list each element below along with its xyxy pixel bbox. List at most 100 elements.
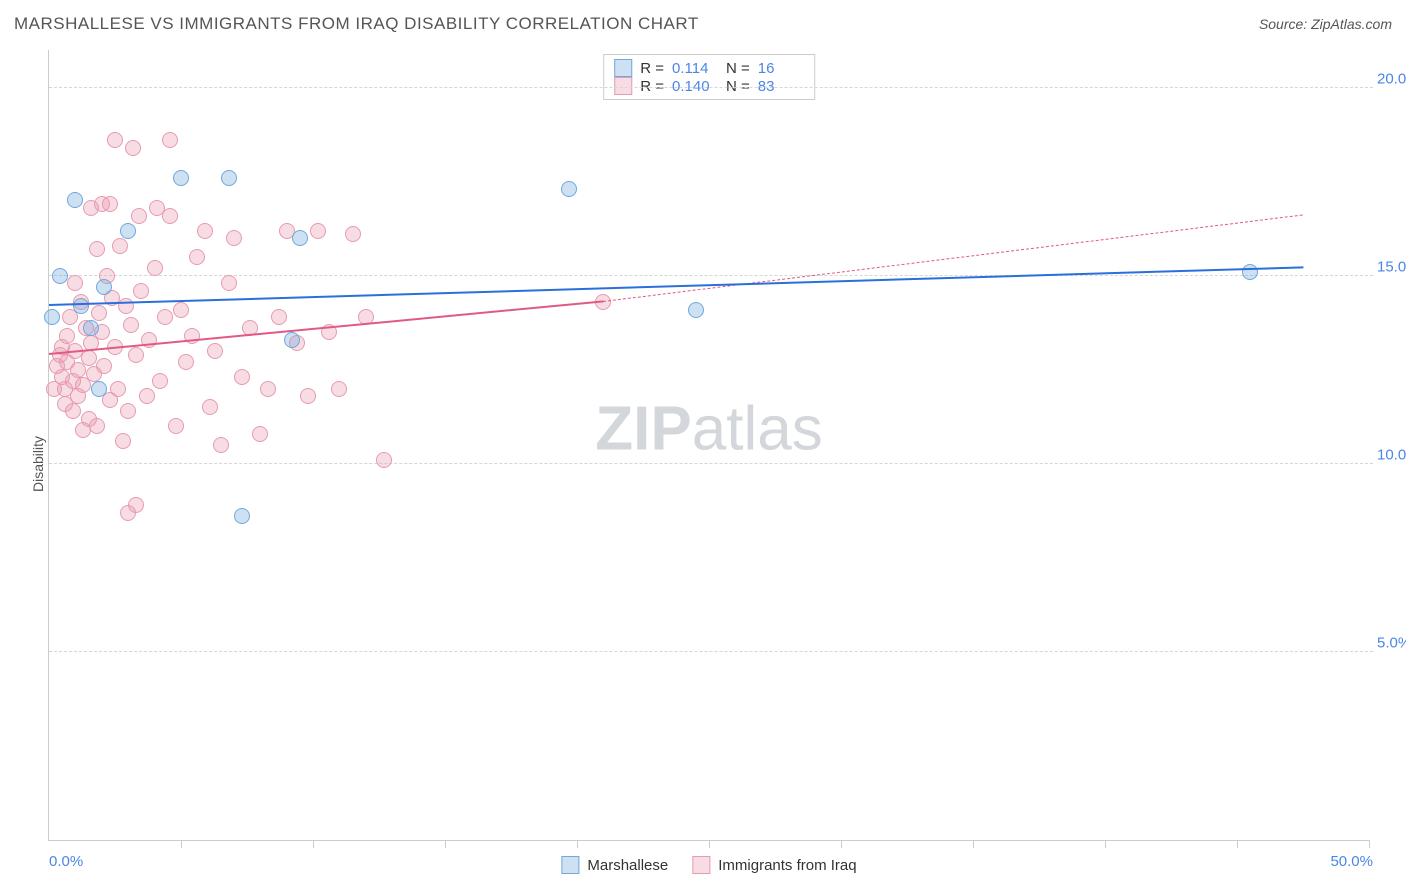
gridline — [49, 463, 1373, 464]
x-tick — [841, 840, 842, 848]
scatter-point-b — [139, 388, 155, 404]
scatter-point-b — [197, 223, 213, 239]
swatch-series-a — [561, 856, 579, 874]
y-tick-label: 5.0% — [1377, 634, 1406, 651]
scatter-point-b — [65, 403, 81, 419]
scatter-point-b — [115, 433, 131, 449]
scatter-point-a — [688, 302, 704, 318]
scatter-point-b — [125, 140, 141, 156]
x-tick — [973, 840, 974, 848]
r-label: R = — [640, 60, 664, 77]
scatter-point-b — [157, 309, 173, 325]
series-legend: Marshallese Immigrants from Iraq — [561, 856, 856, 874]
scatter-point-a — [1242, 264, 1258, 280]
legend-item-b: Immigrants from Iraq — [692, 856, 856, 874]
scatter-point-a — [44, 309, 60, 325]
scatter-point-b — [147, 260, 163, 276]
legend-label-b: Immigrants from Iraq — [718, 857, 856, 874]
scatter-point-b — [331, 381, 347, 397]
scatter-point-b — [89, 418, 105, 434]
scatter-point-b — [234, 369, 250, 385]
scatter-point-b — [221, 275, 237, 291]
scatter-point-b — [46, 381, 62, 397]
scatter-point-b — [162, 132, 178, 148]
swatch-series-a — [614, 59, 632, 77]
plot-area: ZIPatlas R = 0.114 N = 16 R = 0.140 N = … — [48, 50, 1369, 841]
chart-container: Disability ZIPatlas R = 0.114 N = 16 R =… — [14, 50, 1392, 878]
scatter-point-b — [260, 381, 276, 397]
n-value-a: 16 — [758, 60, 804, 77]
scatter-point-b — [89, 241, 105, 257]
legend-item-a: Marshallese — [561, 856, 668, 874]
scatter-point-b — [81, 350, 97, 366]
scatter-point-b — [345, 226, 361, 242]
scatter-point-a — [120, 223, 136, 239]
y-tick-label: 10.0% — [1377, 446, 1406, 463]
scatter-point-a — [173, 170, 189, 186]
scatter-point-b — [96, 358, 112, 374]
scatter-point-a — [73, 298, 89, 314]
chart-title: MARSHALLESE VS IMMIGRANTS FROM IRAQ DISA… — [14, 14, 699, 34]
y-axis-label: Disability — [30, 436, 46, 492]
gridline — [49, 651, 1373, 652]
scatter-point-b — [131, 208, 147, 224]
scatter-point-b — [91, 305, 107, 321]
scatter-point-b — [189, 249, 205, 265]
scatter-point-b — [128, 347, 144, 363]
gridline — [49, 275, 1373, 276]
scatter-point-b — [271, 309, 287, 325]
scatter-point-b — [178, 354, 194, 370]
y-tick-label: 20.0% — [1377, 70, 1406, 87]
scatter-point-a — [292, 230, 308, 246]
scatter-point-b — [107, 132, 123, 148]
scatter-point-a — [52, 268, 68, 284]
trendline-b-extrapolated — [603, 215, 1303, 303]
scatter-point-b — [168, 418, 184, 434]
scatter-point-b — [59, 328, 75, 344]
scatter-point-b — [173, 302, 189, 318]
x-tick — [577, 840, 578, 848]
scatter-point-a — [284, 332, 300, 348]
trendline-a — [49, 266, 1303, 306]
scatter-point-a — [96, 279, 112, 295]
scatter-point-b — [118, 298, 134, 314]
source-label: Source: ZipAtlas.com — [1259, 16, 1392, 32]
scatter-point-b — [112, 238, 128, 254]
scatter-point-b — [202, 399, 218, 415]
r-value-a: 0.114 — [672, 60, 718, 77]
scatter-point-a — [561, 181, 577, 197]
gridline — [49, 87, 1373, 88]
swatch-series-b — [692, 856, 710, 874]
x-tick — [181, 840, 182, 848]
watermark-rest: atlas — [692, 395, 823, 464]
scatter-point-b — [213, 437, 229, 453]
x-tick-label-min: 0.0% — [49, 853, 83, 870]
scatter-point-a — [234, 508, 250, 524]
scatter-point-b — [252, 426, 268, 442]
scatter-point-b — [67, 275, 83, 291]
scatter-point-b — [120, 403, 136, 419]
scatter-point-b — [207, 343, 223, 359]
stats-legend-box: R = 0.114 N = 16 R = 0.140 N = 83 — [603, 54, 815, 100]
scatter-point-a — [221, 170, 237, 186]
scatter-point-a — [91, 381, 107, 397]
scatter-point-b — [162, 208, 178, 224]
watermark: ZIPatlas — [595, 394, 822, 465]
scatter-point-b — [128, 497, 144, 513]
scatter-point-b — [226, 230, 242, 246]
stats-row-a: R = 0.114 N = 16 — [614, 59, 804, 77]
x-tick — [1105, 840, 1106, 848]
scatter-point-b — [133, 283, 149, 299]
x-tick — [1237, 840, 1238, 848]
scatter-point-a — [67, 192, 83, 208]
x-tick — [313, 840, 314, 848]
watermark-bold: ZIP — [595, 395, 691, 464]
n-label: N = — [726, 60, 750, 77]
scatter-point-b — [102, 196, 118, 212]
y-tick-label: 15.0% — [1377, 258, 1406, 275]
scatter-point-b — [123, 317, 139, 333]
scatter-point-b — [376, 452, 392, 468]
x-tick — [1369, 840, 1370, 848]
x-tick — [709, 840, 710, 848]
scatter-point-b — [300, 388, 316, 404]
